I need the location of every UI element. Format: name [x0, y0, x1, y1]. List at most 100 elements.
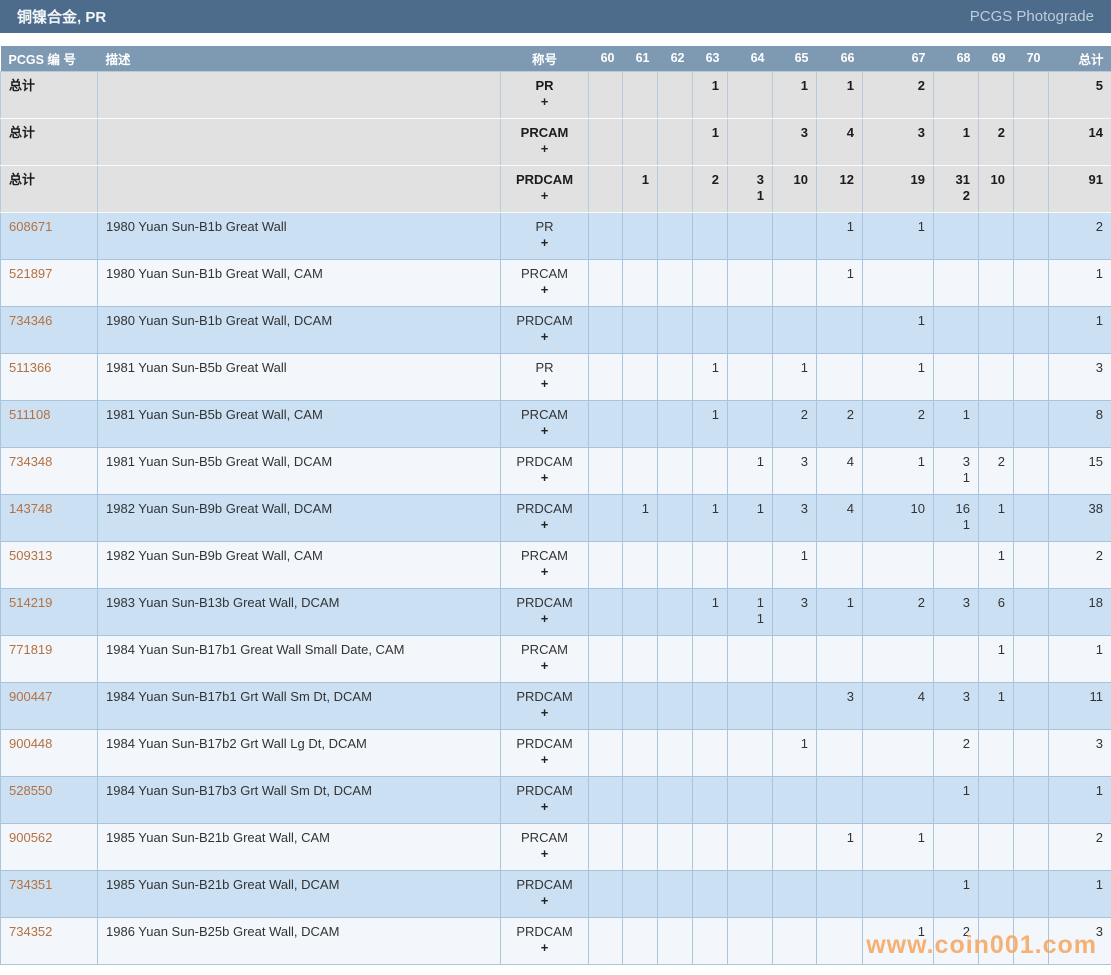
coin-description: 1986 Yuan Sun-B25b Great Wall, DCAM: [97, 916, 501, 965]
pcgs-number-link[interactable]: 734352: [9, 923, 53, 939]
grade-count: [597, 830, 614, 846]
grade-plus-count: [631, 188, 649, 204]
grade-68-cell: [933, 305, 979, 354]
row-total: 3: [1048, 352, 1111, 401]
grade-count: [942, 642, 970, 658]
grade-64-cell: [727, 775, 773, 824]
grade-plus-count: [1022, 658, 1040, 674]
grade-plus-count: 2: [962, 187, 970, 203]
pcgs-number-link[interactable]: 521897: [9, 265, 53, 281]
grade-61-cell: [622, 446, 658, 495]
designation-label: PRDCAM: [515, 171, 574, 187]
grade-67-cell: [862, 775, 934, 824]
grade-count: [631, 313, 649, 329]
grade-count: [597, 501, 614, 517]
grade-plus-count: [942, 564, 970, 580]
photograde-link[interactable]: PCGS Photograde: [969, 8, 1094, 25]
grade-count: [631, 877, 649, 893]
grade-66-cell: 1: [816, 587, 863, 636]
grade-plus-count: [631, 141, 649, 157]
grade-count: [1022, 877, 1040, 893]
pcgs-number-link[interactable]: 734348: [9, 453, 53, 469]
pcgs-number-link[interactable]: 734351: [9, 876, 53, 892]
grade-plus-count: [1022, 470, 1040, 486]
grade-count: [1022, 783, 1040, 799]
page-header: 铜镍合金, PR PCGS Photograde: [0, 0, 1111, 33]
grade-70-cell: [1013, 399, 1049, 448]
pcgs-number-cell: 900448: [0, 728, 98, 777]
pcgs-number-link[interactable]: 514219: [9, 594, 53, 610]
grade-plus-count: [1022, 564, 1040, 580]
grade-count: [1022, 219, 1040, 235]
grade-plus-count: [1022, 846, 1040, 862]
pcgs-number-link[interactable]: 511366: [9, 359, 52, 375]
grade-plus-count: [825, 517, 854, 533]
grade-count: [1022, 313, 1040, 329]
pcgs-number-link[interactable]: 900562: [9, 829, 53, 845]
grade-62-cell: [657, 70, 693, 119]
pcgs-number-link[interactable]: 900448: [9, 735, 53, 751]
grade-63-cell: [692, 916, 728, 965]
grade-plus-count: [781, 376, 808, 392]
coin-description: 1981 Yuan Sun-B5b Great Wall, DCAM: [97, 446, 501, 495]
grade-61-cell: [622, 399, 658, 448]
table-row: 734351 1985 Yuan Sun-B21b Great Wall, DCA…: [0, 869, 1111, 918]
grade-plus-count: [825, 376, 854, 392]
grade-plus-count: [987, 799, 1005, 815]
grade-70-cell: [1013, 916, 1049, 965]
grade-plus-count: [631, 940, 649, 956]
column-header-65: 65: [772, 46, 817, 71]
grade-count: [781, 783, 808, 799]
grade-plus-count: [825, 282, 854, 298]
grade-plus-count: [942, 141, 970, 157]
grade-count: [666, 407, 684, 423]
table-row: 734352 1986 Yuan Sun-B25b Great Wall, DCA…: [0, 916, 1111, 965]
pcgs-number-link[interactable]: 771819: [9, 641, 53, 657]
pcgs-number-cell: 509313: [0, 540, 98, 589]
grade-count: [1022, 830, 1040, 846]
grade-count: 1: [962, 124, 970, 140]
totals-row: 总计 PRCAM +1 3 4 3 1 2 14: [0, 117, 1111, 166]
grade-70-cell: [1013, 70, 1049, 119]
grade-63-cell: [692, 305, 728, 354]
pcgs-number-link[interactable]: 528550: [9, 782, 53, 798]
grade-69-cell: [978, 352, 1014, 401]
grade-plus-count: [781, 705, 808, 721]
pcgs-number-link[interactable]: 608671: [9, 218, 53, 234]
grade-count: [942, 360, 970, 376]
grade-count: [987, 360, 1005, 376]
coin-description: 1980 Yuan Sun-B1b Great Wall, DCAM: [97, 305, 501, 354]
pcgs-number-cell: 734352: [0, 916, 98, 965]
pcgs-number-link[interactable]: 734346: [9, 312, 53, 328]
grade-count: [631, 924, 649, 940]
grade-67-cell: [862, 540, 934, 589]
designation-cell: PRDCAM +: [500, 775, 589, 824]
grade-69-cell: 1: [978, 681, 1014, 730]
grade-plus-count: [942, 893, 970, 909]
grade-61-cell: [622, 916, 658, 965]
totals-label: 总计: [9, 124, 36, 140]
pcgs-number-link[interactable]: 511108: [9, 406, 51, 422]
pcgs-number-link[interactable]: 900447: [9, 688, 53, 704]
grade-count: [666, 924, 684, 940]
grade-plus-count: [781, 564, 808, 580]
grade-count: [942, 548, 970, 564]
pcgs-number-cell: 总计: [0, 164, 98, 213]
grade-64-cell: [727, 728, 773, 777]
pcgs-number-link[interactable]: 143748: [9, 500, 53, 516]
grade-count: [1022, 642, 1040, 658]
table-row: 143748 1982 Yuan Sun-B9b Great Wall, DCAM…: [0, 493, 1111, 542]
grade-count: [1022, 172, 1040, 188]
grade-plus-count: [666, 893, 684, 909]
pcgs-number-cell: 总计: [0, 117, 98, 166]
grade-61-cell: [622, 634, 658, 683]
totals-row: 总计 PRDCAM +1 2 3 1 10 12 19 31 2 10 91: [0, 164, 1111, 213]
grade-plus-count: [597, 470, 614, 486]
pcgs-number-link[interactable]: 509313: [9, 547, 53, 563]
grade-69-cell: 10: [978, 164, 1014, 213]
grade-plus-count: [701, 940, 719, 956]
grade-plus-count: [597, 423, 614, 439]
grade-plus-count: [781, 423, 808, 439]
plus-designation-label: +: [540, 751, 549, 767]
designation-label: PRDCAM: [516, 923, 573, 939]
